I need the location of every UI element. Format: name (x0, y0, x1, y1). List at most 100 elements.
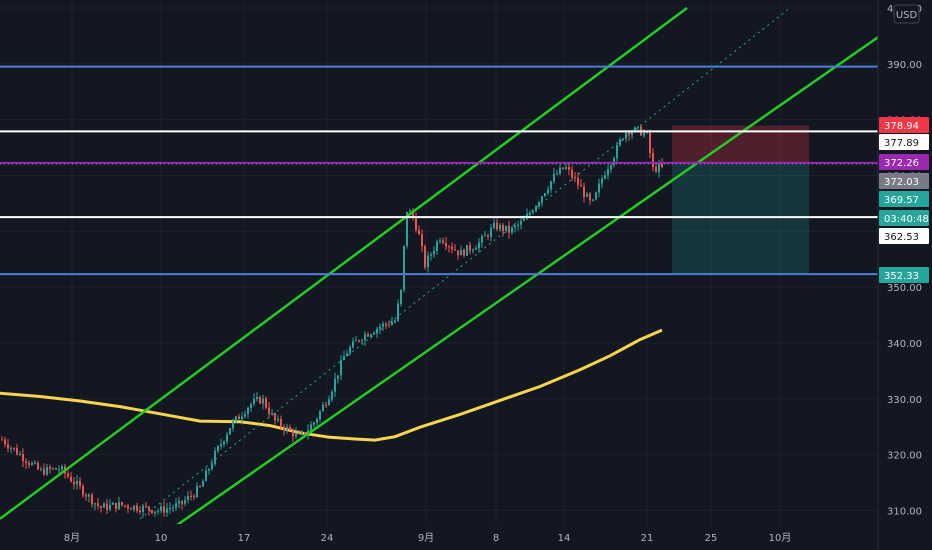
time-axis[interactable] (0, 524, 878, 550)
candle-body (487, 235, 489, 237)
candle-body (82, 485, 84, 496)
candle-body (100, 506, 102, 508)
candle-body (595, 192, 597, 200)
candle-body (25, 461, 27, 464)
candle-body (658, 163, 660, 172)
price-tick-label: 350.00 (887, 283, 922, 294)
candle-body (421, 234, 423, 247)
candle-body (559, 167, 561, 174)
channel-line[interactable] (0, 6, 688, 520)
candle-body (442, 240, 444, 244)
candle-body (49, 466, 51, 470)
price-tag-label: 369.57 (884, 195, 919, 206)
candle-body (217, 446, 219, 451)
price-tag-label: 03:40:48 (884, 214, 929, 225)
candle-body (631, 132, 633, 136)
candle-body (229, 428, 231, 435)
candle-body (649, 131, 651, 154)
candle-body (601, 178, 603, 184)
candle-body (139, 510, 141, 513)
currency-label: USD (896, 10, 918, 21)
candle-body (340, 360, 342, 376)
candle-body (205, 470, 207, 482)
candle-body (178, 500, 180, 504)
candle-body (328, 399, 330, 406)
horizontal-levels[interactable] (0, 65, 878, 276)
price-tag-bg (879, 267, 929, 283)
candle-body (589, 193, 591, 201)
candle-body (193, 496, 195, 498)
time-tick-label: 17 (238, 533, 251, 544)
candle-body (115, 502, 117, 510)
candle-body (577, 177, 579, 185)
candle-body (181, 500, 183, 504)
candle-body (541, 196, 543, 203)
price-tick-label: 390.00 (887, 60, 922, 71)
candle-body (532, 211, 534, 213)
currency-badge[interactable]: USD (893, 4, 920, 24)
candle-body (502, 224, 504, 231)
candle-body (607, 169, 609, 176)
candle-body (628, 131, 630, 136)
candle-body (331, 391, 333, 400)
candle-body (37, 462, 39, 470)
candle-body (457, 250, 459, 256)
candle-body (358, 340, 360, 342)
take-profit-zone[interactable] (672, 162, 809, 275)
channel-line[interactable] (169, 0, 932, 531)
candle-body (226, 434, 228, 442)
candle-body (568, 167, 570, 170)
candle-body (376, 328, 378, 334)
candle-body (424, 246, 426, 268)
candle-body (244, 414, 246, 417)
candle-body (592, 199, 594, 201)
candle-body (109, 504, 111, 510)
candle-body (148, 506, 150, 511)
price-tag-bg (879, 191, 929, 207)
candle-body (97, 503, 99, 507)
candle-body (517, 224, 519, 226)
candle-body (289, 426, 291, 431)
candle-body (613, 158, 615, 166)
candle-body (625, 131, 627, 139)
candle-body (271, 413, 273, 415)
time-tick-label: 21 (641, 533, 654, 544)
candle-body (1, 439, 3, 441)
candle-body (124, 505, 126, 507)
trend-channel[interactable] (0, 0, 932, 531)
candle-body (430, 254, 432, 256)
candle-body (337, 375, 339, 379)
candle-body (16, 448, 18, 455)
candle-body (241, 416, 243, 420)
candle-body (460, 249, 462, 256)
candle-body (127, 505, 129, 509)
time-tick-label: 9月 (418, 532, 434, 544)
moving-average-line (0, 328, 663, 442)
candle-body (451, 246, 453, 250)
candle-body (412, 210, 414, 218)
candle-body (418, 230, 420, 235)
price-tick-label: 320.00 (887, 451, 922, 462)
candle-body (580, 184, 582, 187)
candle-body (163, 506, 165, 513)
candle-body (529, 212, 531, 215)
candle-body (262, 398, 264, 404)
candle-body (415, 217, 417, 231)
candle-body (70, 476, 72, 482)
candle-body (427, 255, 429, 268)
candle-body (85, 495, 87, 497)
candle-body (571, 169, 573, 178)
candle-body (169, 507, 171, 509)
candle-body (19, 454, 21, 456)
candle-body (214, 450, 216, 464)
candle-body (310, 424, 312, 431)
candle-body (202, 481, 204, 487)
candle-body (520, 220, 522, 225)
price-tags: 378.94 377.89 372.26 372.03 369.57 03:40:48 36… (879, 117, 929, 283)
time-tick-label: 14 (558, 533, 571, 544)
candle-body (391, 322, 393, 326)
candle-body (151, 510, 153, 514)
time-tick-label: 8月 (64, 532, 80, 544)
position-box[interactable] (672, 125, 809, 275)
